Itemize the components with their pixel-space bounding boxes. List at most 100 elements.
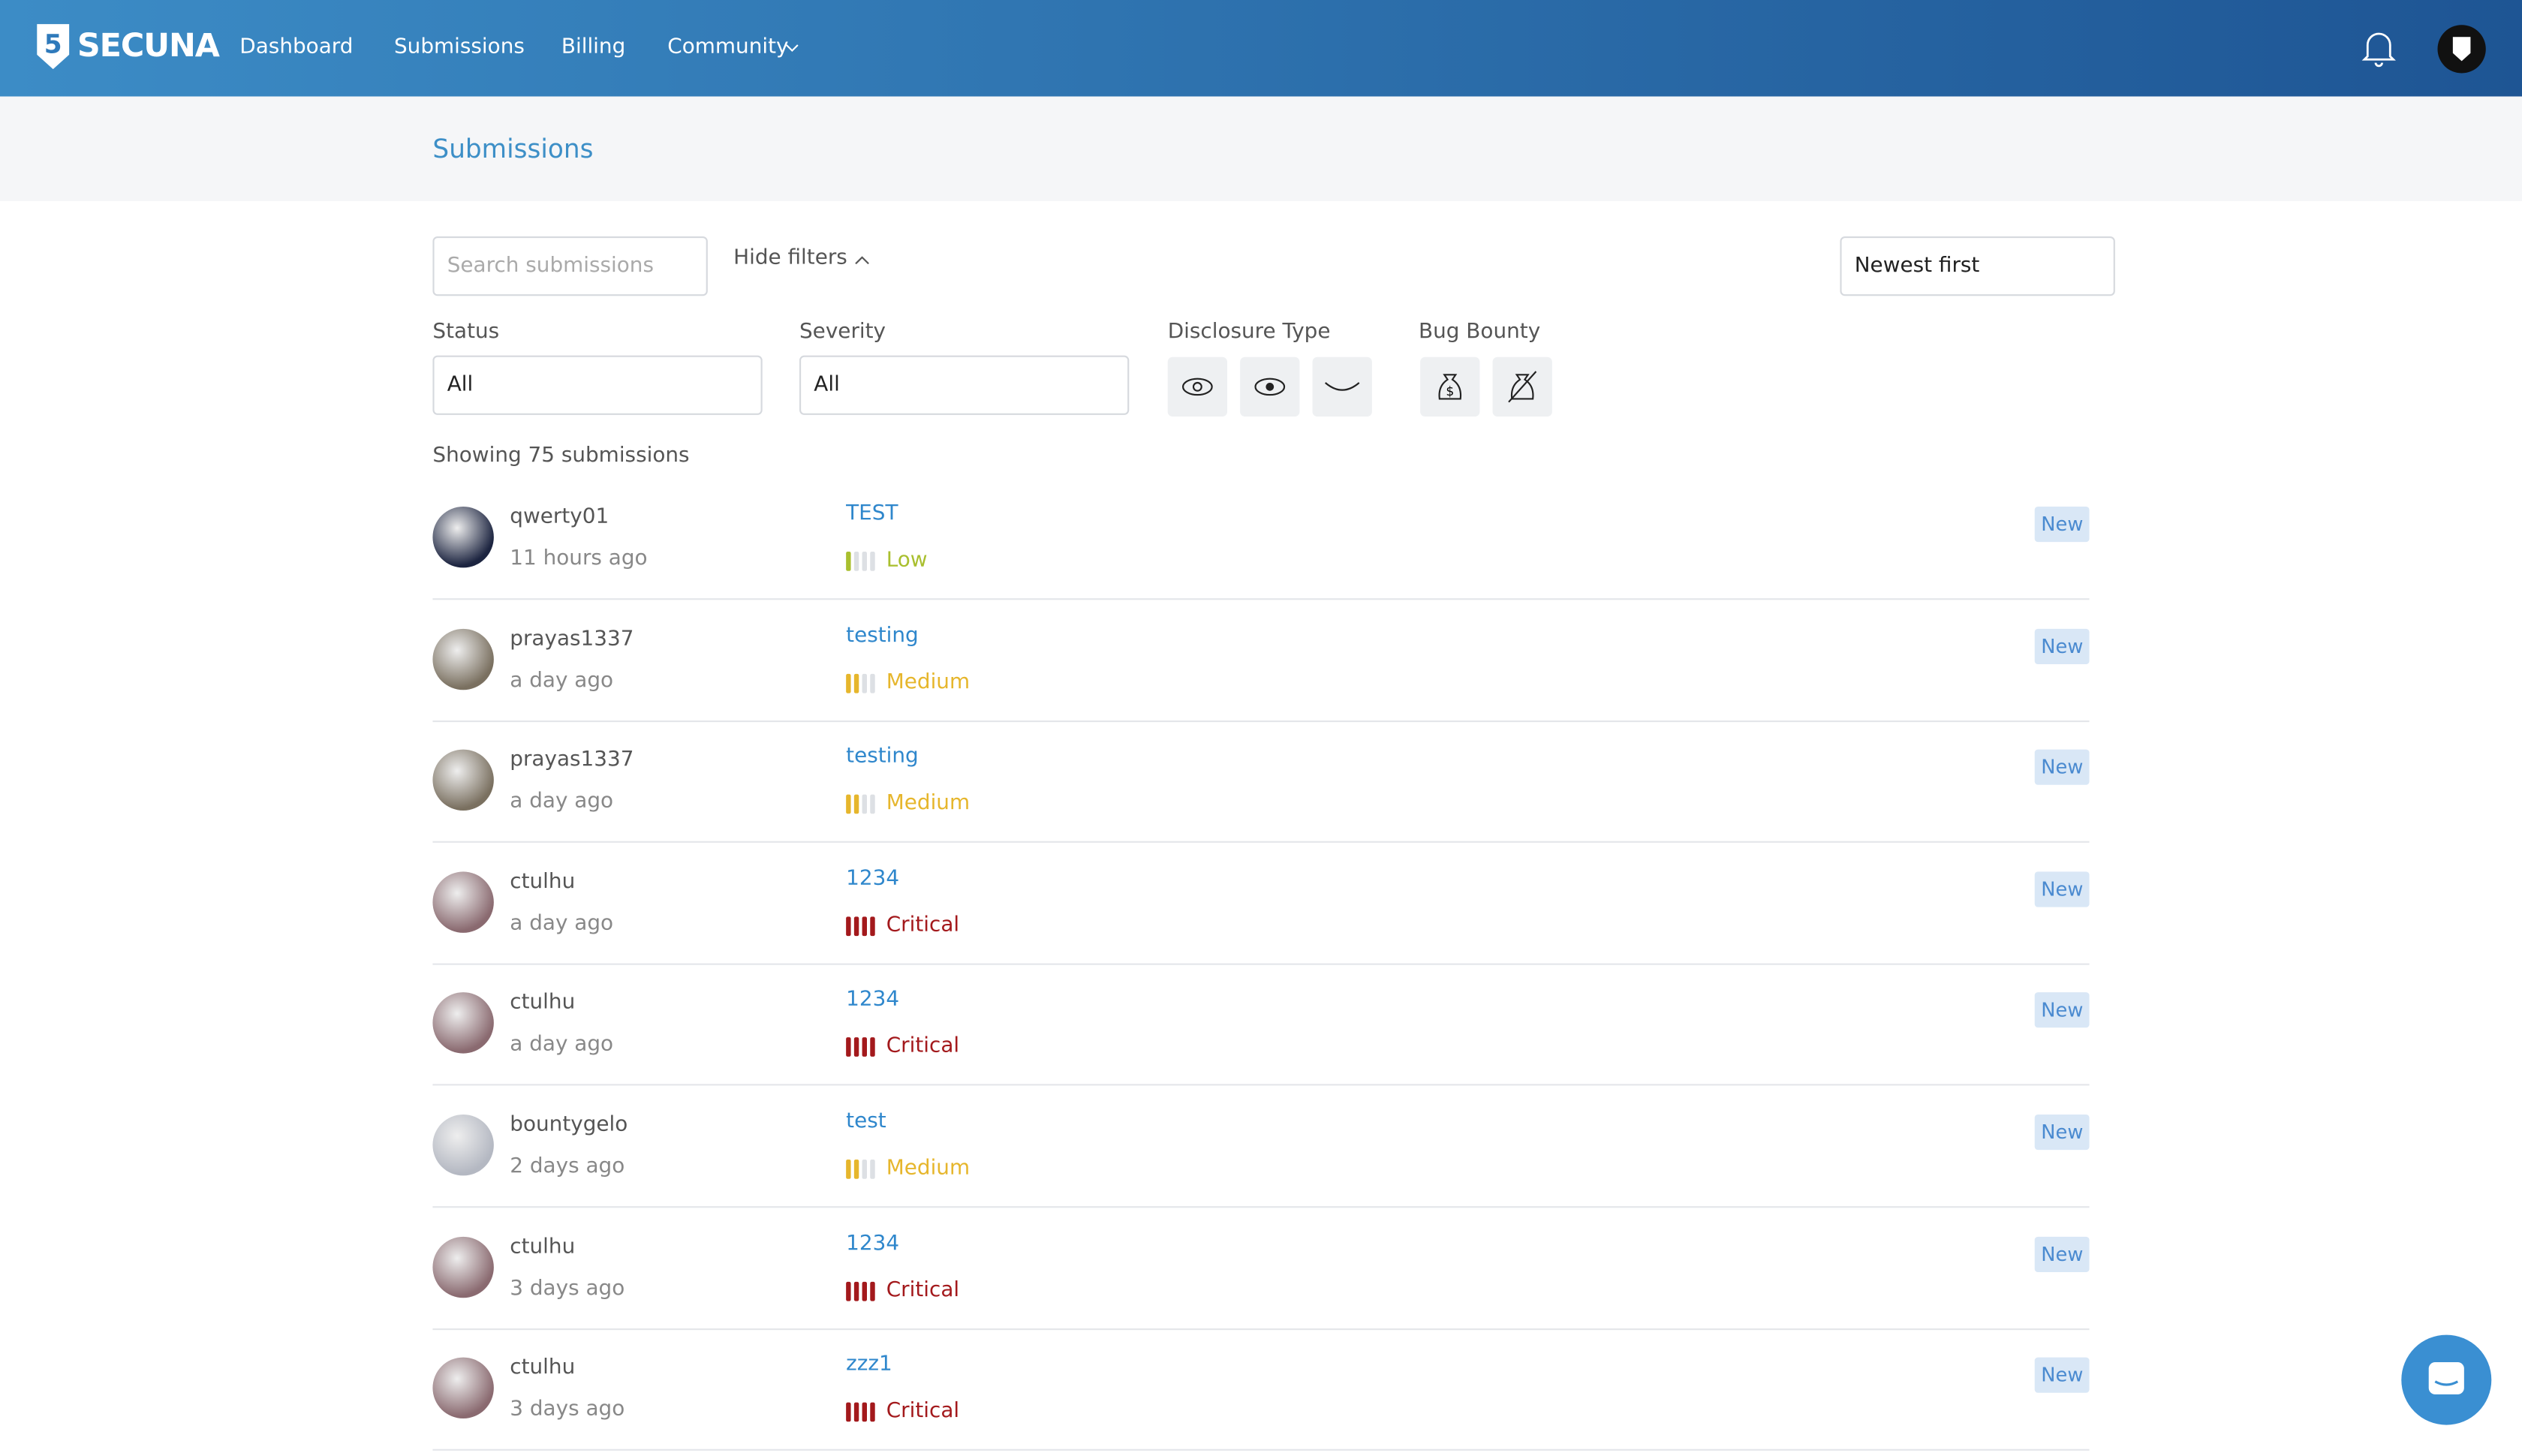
submission-title[interactable]: 1234: [846, 866, 900, 891]
submission-row[interactable]: qwerty01 11 hours ago TEST Low New: [432, 477, 2090, 600]
submission-row[interactable]: prayas1337 a day ago testing Medium New: [432, 720, 2090, 844]
status-badge: New: [2034, 1115, 2090, 1151]
submission-title[interactable]: testing: [846, 623, 919, 648]
severity-bar: [870, 916, 875, 936]
timestamp: 3 days ago: [510, 1397, 625, 1422]
severity-bar: [846, 552, 851, 571]
timestamp: 2 days ago: [510, 1154, 625, 1179]
timestamp: a day ago: [510, 911, 614, 936]
submission-row[interactable]: ctulhu 3 days ago 1234 Critical New: [432, 1207, 2090, 1330]
submission-title[interactable]: zzz1: [846, 1352, 892, 1377]
severity-bar: [846, 672, 851, 693]
submission-title[interactable]: test: [846, 1109, 886, 1134]
severity-label: Critical: [886, 1277, 960, 1302]
filter-label: Severity: [799, 320, 886, 344]
severity-bar: [862, 794, 867, 814]
avatar: [432, 749, 494, 811]
severity-bar: [862, 672, 867, 693]
username: prayas1337: [510, 748, 634, 772]
submission-row[interactable]: ctulhu a day ago 1234 Critical New: [432, 964, 2090, 1087]
nav-link[interactable]: Submissions: [394, 35, 525, 60]
avatar: [432, 1357, 494, 1419]
severity-bar: [846, 1402, 851, 1422]
severity-bar: [862, 1160, 867, 1179]
disclosure-button[interactable]: [1312, 356, 1372, 417]
nav-link[interactable]: Billing: [561, 35, 626, 60]
hide-filters[interactable]: Hide filters: [733, 245, 847, 270]
status-badge: New: [2034, 1235, 2090, 1272]
severity-bar: [862, 552, 867, 571]
filter-label: Bug Bounty: [1419, 320, 1541, 344]
svg-text:5: 5: [44, 30, 62, 60]
severity-bar: [862, 1402, 867, 1422]
submission-row[interactable]: bountygelo 2 days ago test Medium New: [432, 1085, 2090, 1208]
submission-row[interactable]: ctulhu 3 days ago zzz1 Critical New: [432, 1328, 2090, 1451]
severity-bar: [862, 1037, 867, 1057]
result-count: Showing 75 submissions: [432, 444, 690, 468]
logo-icon: 5: [37, 24, 70, 70]
avatar: [432, 507, 494, 568]
avatar: [432, 1235, 494, 1298]
username: ctulhu: [510, 1355, 576, 1380]
breadcrumb[interactable]: Submissions: [432, 133, 594, 164]
severity-label: Medium: [886, 791, 971, 816]
username: ctulhu: [510, 991, 576, 1015]
disclosure-button[interactable]: [1240, 356, 1300, 417]
severity-bar: [853, 1037, 859, 1057]
severity-bar: [870, 1280, 875, 1301]
nav-link[interactable]: Community: [667, 35, 789, 60]
timestamp: a day ago: [510, 1033, 614, 1057]
caret-up: [855, 256, 869, 265]
severity-bar: [853, 916, 859, 936]
username: bountygelo: [510, 1112, 628, 1137]
submission-title[interactable]: TEST: [846, 501, 898, 526]
bounty-button[interactable]: [1492, 356, 1552, 417]
severity-bar: [862, 1280, 867, 1301]
status-badge: New: [2034, 1357, 2090, 1394]
avatar: [432, 1115, 494, 1176]
nav-link[interactable]: Dashboard: [239, 35, 354, 60]
timestamp: 3 days ago: [510, 1276, 625, 1301]
sort-select[interactable]: Newest first: [1840, 236, 2115, 296]
status-badge: New: [2034, 871, 2090, 907]
severity-select[interactable]: All: [799, 355, 1130, 415]
avatar: [432, 627, 494, 690]
submission-row[interactable]: ctulhu a day ago 1234 Critical New: [432, 842, 2090, 965]
severity-label: Critical: [886, 913, 960, 937]
submission-title[interactable]: 1234: [846, 1231, 900, 1256]
severity-bar: [846, 1037, 851, 1057]
severity-bar: [853, 1280, 859, 1301]
chat-button[interactable]: [2401, 1334, 2492, 1425]
severity-bar: [870, 794, 875, 814]
severity-bar: [870, 1037, 875, 1057]
bell-icon[interactable]: [2361, 29, 2397, 68]
bounty-button[interactable]: $: [1420, 356, 1480, 417]
disclosure-button[interactable]: [1167, 356, 1227, 417]
submission-row[interactable]: prayas1337 a day ago testing Medium New: [432, 599, 2090, 722]
severity-label: Critical: [886, 1034, 960, 1059]
severity-bar: [853, 794, 859, 814]
timestamp: a day ago: [510, 668, 614, 693]
severity-bar: [846, 1160, 851, 1179]
search-input[interactable]: Search submissions: [432, 236, 708, 296]
severity-label: Medium: [886, 1156, 971, 1181]
user-avatar[interactable]: [2436, 24, 2486, 74]
username: ctulhu: [510, 1234, 576, 1259]
timestamp: 11 hours ago: [510, 546, 648, 571]
submission-title[interactable]: testing: [846, 745, 919, 769]
severity-bar: [870, 672, 875, 693]
status-badge: New: [2034, 749, 2090, 786]
submission-title[interactable]: 1234: [846, 988, 900, 1012]
severity-bar: [870, 1160, 875, 1179]
breadcrumb-band: [0, 96, 2522, 201]
status-badge: New: [2034, 507, 2090, 543]
severity-label: Medium: [886, 669, 971, 694]
severity-bar: [846, 1280, 851, 1301]
dropdown-caret: [786, 44, 799, 53]
severity-bar: [853, 672, 859, 693]
status-select[interactable]: All: [432, 355, 763, 415]
severity-bar: [870, 552, 875, 571]
severity-bar: [853, 552, 859, 571]
